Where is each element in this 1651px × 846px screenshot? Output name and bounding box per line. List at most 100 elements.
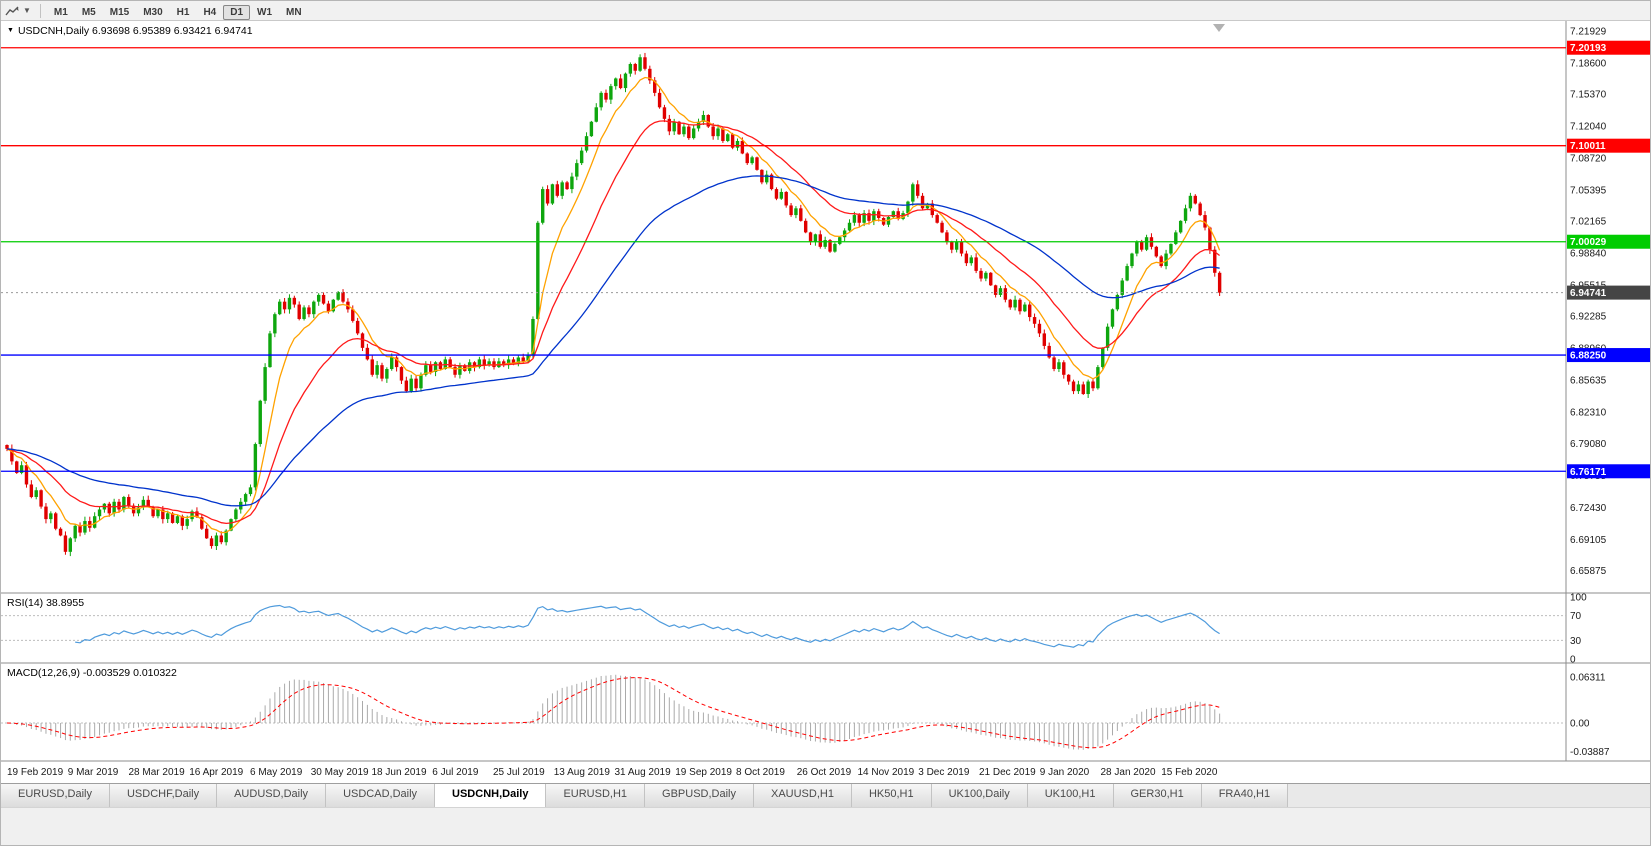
svg-text:7.00029: 7.00029 (1570, 237, 1607, 248)
svg-text:30 May 2019: 30 May 2019 (311, 767, 369, 778)
svg-text:70: 70 (1570, 611, 1582, 622)
price-chart-area[interactable]: 7.21929 7.18600 7.15370 7.12040 7.08720 7.053… (1, 21, 1651, 783)
chart-tools-icon[interactable] (5, 4, 21, 18)
svg-text:6.65875: 6.65875 (1570, 566, 1607, 577)
chart-tab-uk100-h1[interactable]: UK100,H1 (1027, 784, 1114, 807)
chart-toolbar: ▼ M1 M5 M15 M30 H1 H4 D1 W1 MN (1, 1, 1650, 21)
chart-tab-usdcad-daily[interactable]: USDCAD,Daily (326, 784, 436, 807)
svg-text:21 Dec 2019: 21 Dec 2019 (979, 767, 1036, 778)
price-tag: 7.20193 (1567, 40, 1650, 55)
chart-tab-eurusd-daily[interactable]: EURUSD,Daily (1, 784, 110, 807)
timeframe-button-m1[interactable]: M1 (53, 6, 68, 18)
svg-text:7.05395: 7.05395 (1570, 186, 1607, 197)
price-tag: 6.76171 (1567, 464, 1650, 479)
svg-text:8 Oct 2019: 8 Oct 2019 (736, 767, 785, 778)
svg-text:16 Apr 2019: 16 Apr 2019 (189, 767, 243, 778)
chart-tab-gbpusd-daily[interactable]: GBPUSD,Daily (645, 784, 754, 807)
chart-tab-uk100-daily[interactable]: UK100,Daily (931, 784, 1028, 807)
price-tag: 7.00029 (1567, 234, 1650, 249)
svg-text:7.08720: 7.08720 (1570, 154, 1607, 165)
chart-tab-fra40-h1[interactable]: FRA40,H1 (1201, 784, 1289, 807)
candlestick-series (5, 52, 1222, 557)
timeframe-button-mn[interactable]: MN (286, 6, 302, 18)
svg-text:6.98840: 6.98840 (1570, 249, 1607, 260)
dropdown-caret-icon[interactable]: ▼ (23, 6, 31, 15)
svg-text:6.69105: 6.69105 (1570, 535, 1607, 546)
svg-text:18 Jun 2019: 18 Jun 2019 (372, 767, 427, 778)
timeframe-button-d1[interactable]: D1 (223, 4, 251, 20)
svg-text:7.10011: 7.10011 (1570, 141, 1606, 152)
svg-text:0.06311: 0.06311 (1570, 672, 1606, 683)
svg-text:19 Sep 2019: 19 Sep 2019 (675, 767, 732, 778)
svg-text:28 Jan 2020: 28 Jan 2020 (1101, 767, 1156, 778)
svg-text:7.18600: 7.18600 (1570, 59, 1607, 70)
svg-text:25 Jul 2019: 25 Jul 2019 (493, 767, 545, 778)
svg-text:6.82310: 6.82310 (1570, 408, 1607, 419)
svg-text:28 Mar 2019: 28 Mar 2019 (129, 767, 186, 778)
symbol-dropdown-icon[interactable]: ▼ (7, 27, 14, 34)
macd-indicator-label: MACD(12,26,9) -0.003529 0.010322 (7, 667, 177, 679)
svg-text:9 Jan 2020: 9 Jan 2020 (1040, 767, 1090, 778)
chart-background (1, 21, 1650, 783)
svg-text:15 Feb 2020: 15 Feb 2020 (1161, 767, 1218, 778)
chart-tab-hk50-h1[interactable]: HK50,H1 (851, 784, 932, 807)
svg-text:0.00: 0.00 (1570, 718, 1590, 729)
timeframe-button-w1[interactable]: W1 (257, 6, 273, 18)
chart-tab-audusd-daily[interactable]: AUDUSD,Daily (217, 784, 327, 807)
chart-tab-xauusd-h1[interactable]: XAUUSD,H1 (753, 784, 852, 807)
svg-text:6.88250: 6.88250 (1570, 351, 1607, 362)
price-tag: 6.94741 (1567, 285, 1650, 300)
svg-text:6 May 2019: 6 May 2019 (250, 767, 303, 778)
svg-text:30: 30 (1570, 636, 1582, 647)
svg-text:6.92285: 6.92285 (1570, 312, 1607, 323)
chart-tab-bar: EURUSD,Daily USDCHF,Daily AUDUSD,Daily USDC… (1, 783, 1650, 807)
rsi-indicator-label: RSI(14) 38.8955 (7, 597, 85, 609)
svg-text:100: 100 (1570, 593, 1587, 604)
macd-axis-labels: 0.06311 0.00 -0.03887 (1570, 672, 1610, 758)
svg-text:6.72430: 6.72430 (1570, 503, 1607, 514)
chart-tools-icon-svg (5, 6, 19, 15)
rsi-axis-labels: 100 70 30 0 (1570, 593, 1587, 666)
price-tag: 6.88250 (1567, 348, 1650, 363)
rsi-line (75, 604, 1220, 648)
svg-text:6.94741: 6.94741 (1570, 288, 1607, 299)
chart-tab-ger30-h1[interactable]: GER30,H1 (1113, 784, 1202, 807)
timeframe-button-h4[interactable]: H4 (203, 6, 217, 18)
toolbar-separator (39, 3, 41, 18)
svg-text:7.15370: 7.15370 (1570, 90, 1607, 101)
timeframe-button-h1[interactable]: H1 (176, 6, 190, 18)
svg-text:7.20193: 7.20193 (1570, 43, 1607, 54)
price-tag: 7.10011 (1567, 138, 1650, 153)
svg-text:0: 0 (1570, 655, 1576, 666)
chart-tab-eurusd-h1[interactable]: EURUSD,H1 (546, 784, 646, 807)
svg-text:6.76171: 6.76171 (1570, 467, 1607, 478)
macd-signal-line (6, 677, 1220, 749)
svg-text:13 Aug 2019: 13 Aug 2019 (554, 767, 611, 778)
date-axis-labels[interactable]: 19 Feb 2019 9 Mar 2019 28 Mar 2019 16 Apr 2… (7, 767, 1218, 778)
timeframe-button-m30[interactable]: M30 (143, 6, 163, 18)
chart-shift-marker[interactable] (1213, 24, 1225, 32)
bottom-strip (1, 807, 1650, 845)
svg-text:26 Oct 2019: 26 Oct 2019 (797, 767, 852, 778)
svg-text:31 Aug 2019: 31 Aug 2019 (615, 767, 672, 778)
svg-text:-0.03887: -0.03887 (1570, 747, 1610, 758)
ma-21-line (6, 120, 1220, 525)
timeframe-button-m5[interactable]: M5 (81, 6, 96, 18)
svg-text:7.21929: 7.21929 (1570, 27, 1607, 38)
svg-text:6.79080: 6.79080 (1570, 439, 1607, 450)
chart-title-text: USDCNH,Daily 6.93698 6.95389 6.93421 6.9… (17, 25, 253, 37)
ma-55-line (6, 175, 1220, 507)
timeframe-button-group: M1 M5 M15 M30 H1 H4 D1 W1 MN (47, 2, 309, 20)
svg-text:19 Feb 2019: 19 Feb 2019 (7, 767, 64, 778)
svg-text:3 Dec 2019: 3 Dec 2019 (918, 767, 970, 778)
chart-title: ▼ USDCNH,Daily 6.93698 6.95389 6.93421 6.… (7, 25, 253, 37)
chart-tab-usdchf-daily[interactable]: USDCHF,Daily (109, 784, 218, 807)
svg-text:6 Jul 2019: 6 Jul 2019 (432, 767, 479, 778)
svg-text:9 Mar 2019: 9 Mar 2019 (68, 767, 119, 778)
chart-canvas[interactable]: 7.21929 7.18600 7.15370 7.12040 7.08720 7.053… (1, 21, 1651, 783)
timeframe-button-m15[interactable]: M15 (109, 6, 130, 18)
macd-histogram (11, 674, 1221, 750)
chart-tab-usdcnh-daily[interactable]: USDCNH,Daily (435, 784, 547, 807)
svg-text:7.12040: 7.12040 (1570, 122, 1607, 133)
